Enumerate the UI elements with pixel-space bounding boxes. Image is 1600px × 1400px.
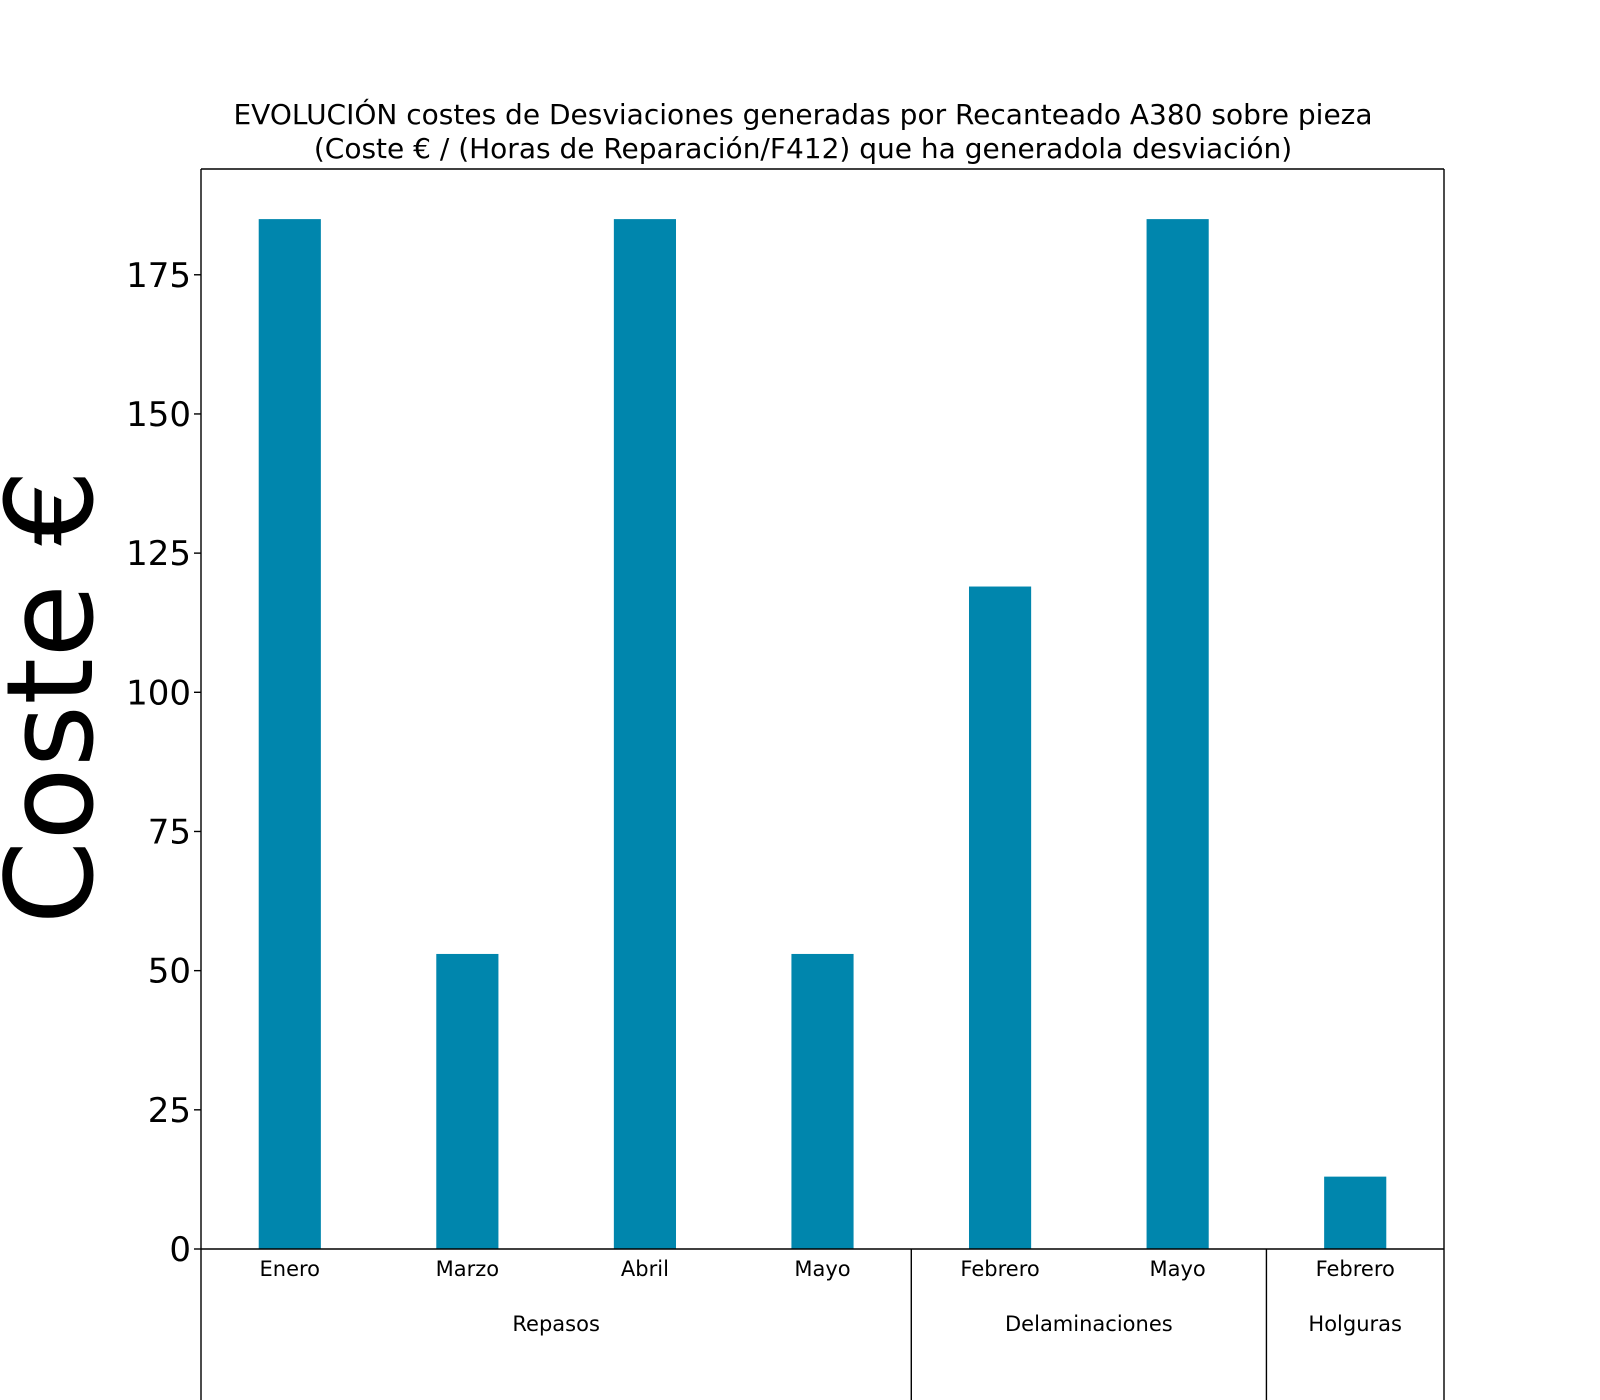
x-tick-label: Febrero — [1316, 1257, 1395, 1281]
x-tick-label: Mayo — [794, 1257, 850, 1281]
x-tick-label: Mayo — [1150, 1257, 1206, 1281]
x-ticks-layer: Enero Marzo Abril Mayo Febrero Mayo Febrero — [260, 1257, 1395, 1281]
chart-title-line-1: EVOLUCIÓN costes de Desviaciones generad… — [233, 97, 1372, 131]
x-tick-label: Marzo — [436, 1257, 500, 1281]
y-tick-label: 25 — [148, 1091, 191, 1131]
group-label-1: Repasos — [512, 1312, 600, 1336]
bar-1 — [258, 219, 321, 1250]
group-label-2: Delaminaciones — [1005, 1312, 1173, 1336]
chart-title-line-2: (Coste € / (Horas de Reparación/F412) qu… — [314, 132, 1292, 165]
y-tick-label: 125 — [126, 534, 191, 574]
bar-5 — [968, 586, 1032, 1249]
x-tick-label: Febrero — [960, 1257, 1039, 1281]
bar-3 — [613, 219, 677, 1250]
y-tick-label: 175 — [126, 256, 191, 296]
bars-layer — [258, 219, 1387, 1250]
y-axis-label: Coste € — [0, 469, 121, 924]
x-tick-label: Enero — [260, 1257, 321, 1281]
group-label-3: Holguras — [1308, 1312, 1402, 1336]
bar-4 — [791, 953, 854, 1249]
y-tick-label: 0 — [169, 1230, 191, 1270]
y-tick-label: 100 — [126, 673, 191, 713]
bar-7 — [1324, 1176, 1387, 1249]
y-tick-label: 150 — [126, 395, 191, 435]
axes-layer — [200, 168, 1445, 1400]
x-tick-label: Abril — [621, 1257, 669, 1281]
bar-2 — [436, 953, 499, 1249]
bar-6 — [1146, 219, 1209, 1250]
group-labels-layer: Repasos Delaminaciones Holguras — [512, 1249, 1402, 1400]
y-tick-label: 50 — [148, 952, 191, 992]
y-tick-label: 75 — [148, 812, 191, 852]
y-ticks-layer: 0 25 50 75 100 125 150 175 — [126, 256, 201, 1270]
chart-title: EVOLUCIÓN costes de Desviaciones generad… — [233, 97, 1372, 165]
